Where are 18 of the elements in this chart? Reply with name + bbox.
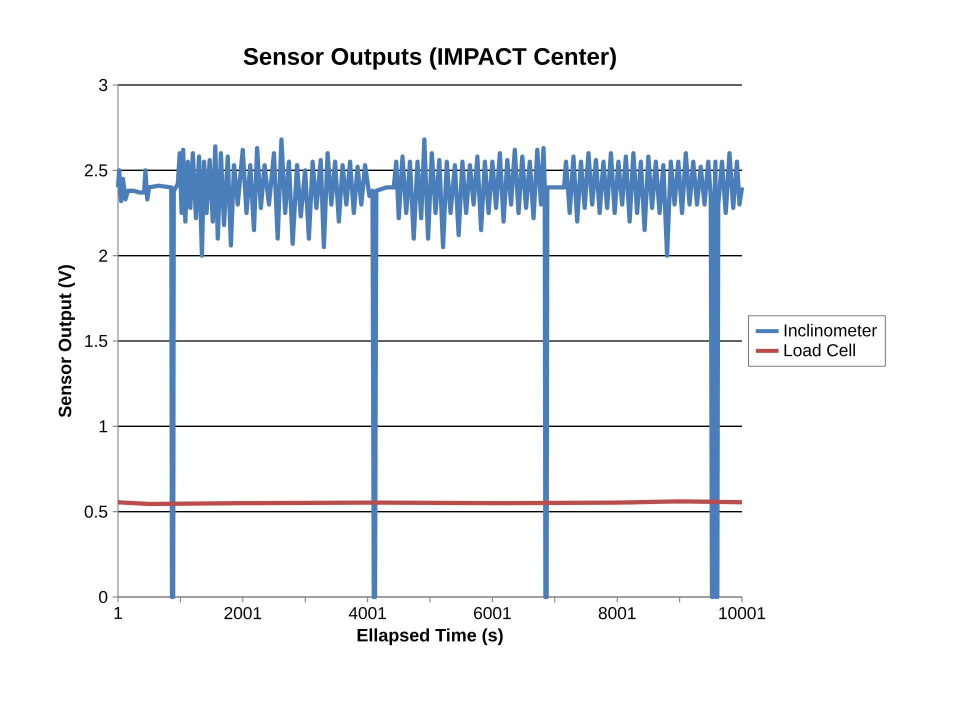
y-tick-label: 2 — [99, 250, 108, 262]
x-tick-label: 6001 — [474, 607, 511, 620]
x-tick-label: 1 — [114, 607, 122, 619]
y-tick-label: 0 — [99, 590, 108, 604]
y-tick-label: 3 — [99, 78, 108, 92]
x-axis-title: Ellapsed Time (s) — [358, 628, 503, 646]
legend-label: Inclinometer — [784, 324, 877, 337]
x-tick-label: 4001 — [348, 607, 386, 620]
x-tick-label: 2001 — [224, 607, 262, 620]
y-tick-label: 0.5 — [84, 506, 108, 518]
y-tick-label: 2.5 — [84, 164, 108, 176]
legend-label: Load Cell — [784, 344, 855, 356]
chart-title: Sensor Outputs (IMPACT Center) — [244, 47, 616, 70]
x-tick-label: 8001 — [598, 607, 636, 620]
y-axis-title: Sensor Output (V) — [58, 265, 75, 418]
y-tick-label: 1.5 — [85, 334, 108, 348]
y-tick-label: 1 — [100, 420, 108, 432]
x-tick-label: 10001 — [719, 607, 766, 620]
